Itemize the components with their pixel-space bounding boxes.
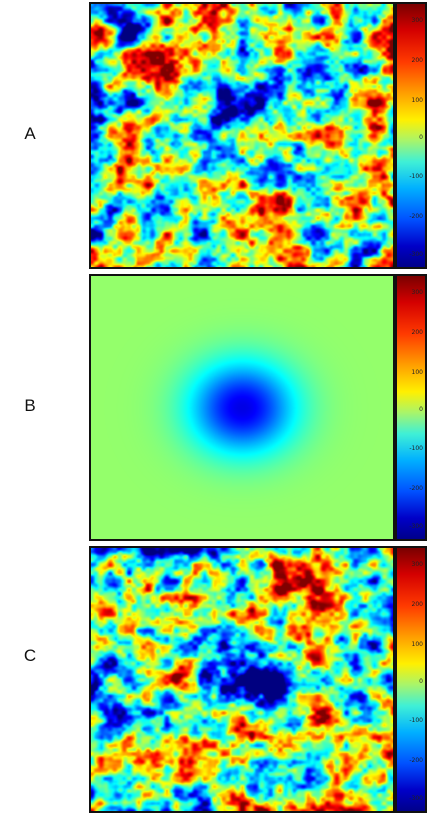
heatmap-panel-a bbox=[89, 2, 395, 269]
colorbar-c: 300 200 100 0 -100 -200 -300 bbox=[395, 546, 427, 813]
colorbar-b: 300 200 100 0 -100 -200 -300 bbox=[395, 274, 427, 541]
colorbar-a: 300 200 100 0 -100 -200 -300 bbox=[395, 2, 427, 269]
colorbar-tick: 100 bbox=[411, 369, 423, 376]
colorbar-tick: 0 bbox=[419, 678, 423, 685]
colorbar-tick: -200 bbox=[409, 757, 423, 764]
colorbar-tick: -200 bbox=[409, 485, 423, 492]
colorbar-tick: -100 bbox=[409, 717, 423, 724]
colorbar-tick: 300 bbox=[411, 289, 423, 296]
colorbar-tick: 0 bbox=[419, 406, 423, 413]
colorbar-tick: 100 bbox=[411, 641, 423, 648]
colorbar-tick: 100 bbox=[411, 97, 423, 104]
colorbar-tick: -300 bbox=[409, 795, 423, 802]
colorbar-tick: -100 bbox=[409, 445, 423, 452]
heatmap-panel-b bbox=[89, 274, 395, 541]
colorbar-tick: -100 bbox=[409, 173, 423, 180]
colorbar-tick: 0 bbox=[419, 134, 423, 141]
colorbar-tick: -300 bbox=[409, 251, 423, 258]
heatmap-image-c bbox=[91, 548, 393, 811]
heatmap-panel-c bbox=[89, 546, 395, 813]
panel-label-c: C bbox=[23, 646, 37, 665]
heatmap-image-b bbox=[91, 276, 393, 539]
heatmap-image-a bbox=[91, 4, 393, 267]
colorbar-tick: 200 bbox=[411, 57, 423, 64]
colorbar-tick: 200 bbox=[411, 329, 423, 336]
panel-label-b: B bbox=[24, 396, 36, 415]
colorbar-tick: 300 bbox=[411, 17, 423, 24]
panel-label-a: A bbox=[24, 124, 36, 143]
colorbar-tick: 200 bbox=[411, 601, 423, 608]
colorbar-tick: 300 bbox=[411, 561, 423, 568]
colorbar-tick: -200 bbox=[409, 213, 423, 220]
colorbar-tick: -300 bbox=[409, 523, 423, 530]
